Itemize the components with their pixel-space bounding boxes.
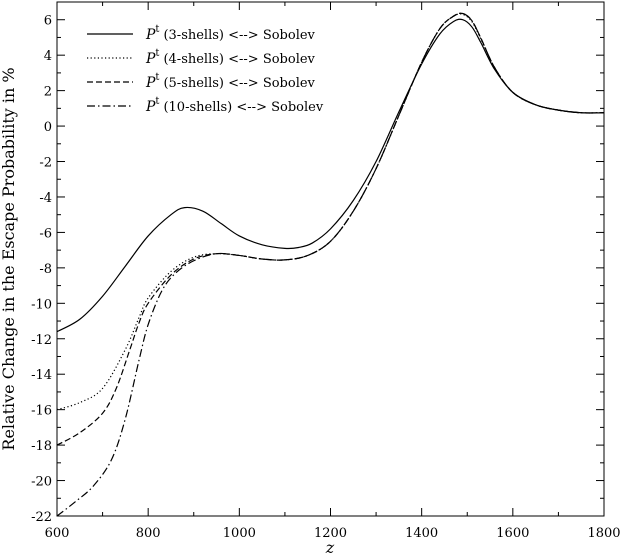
y-tick-label: -18 [31,439,52,454]
x-tick-label: 1400 [405,526,438,541]
y-tick-label: -4 [39,191,52,206]
tick-labels: 600 800 1000 1200 1400 1600 1800-22-20-18-16-1… [31,14,620,541]
legend-superscript: t [155,72,159,83]
legend-text: (5-shells) <--> Sobolev [163,76,315,91]
series-lines [57,12,604,516]
series-line-4 [57,12,604,516]
y-tick-label: 0 [44,120,52,135]
y-tick-label: 2 [44,85,52,100]
legend-superscript: t [155,48,159,59]
x-axis-title: z [325,538,335,557]
plot-frame [56,1,605,517]
series-line-1 [57,18,604,333]
x-tick-label: 1600 [496,526,529,541]
x-tick-label: 1200 [314,526,347,541]
legend-superscript: t [155,96,159,107]
y-tick-label: -14 [31,368,52,383]
y-tick-label: -10 [31,297,52,312]
y-tick-label: 6 [44,14,52,29]
legend-label-1: Pt (3-shells) <--> Sobolev [145,24,316,43]
series-line-2 [57,13,604,411]
y-axis-title: Relative Change in the Escape Probabilit… [0,67,18,450]
legend-symbol: P [145,27,156,43]
legend-label-3: Pt (5-shells) <--> Sobolev [145,72,316,91]
x-tick-label: 600 [45,526,70,541]
legend-label-4: Pt (10-shells) <--> Sobolev [145,96,324,115]
legend-symbol: P [145,99,156,115]
axis-ticks [56,2,605,517]
legend-superscript: t [155,24,159,35]
legend-text: (3-shells) <--> Sobolev [163,28,315,43]
legend-label-2: Pt (4-shells) <--> Sobolev [145,48,316,67]
legend-symbol: P [145,75,156,91]
x-tick-label: 1800 [587,526,620,541]
y-tick-label: -2 [39,156,52,171]
y-tick-label: -12 [31,333,52,348]
y-tick-label: -6 [39,226,52,241]
y-tick-label: -16 [31,404,52,419]
y-tick-label: -22 [31,510,52,525]
legend: Pt (3-shells) <--> Sobolev Pt (4-shells) <-… [87,24,324,115]
legend-text: (10-shells) <--> Sobolev [163,100,323,115]
y-tick-label: 4 [44,49,52,64]
x-tick-label: 800 [136,526,161,541]
legend-symbol: P [145,51,156,67]
y-tick-label: -20 [31,475,52,490]
legend-text: (4-shells) <--> Sobolev [163,52,315,67]
y-tick-label: -8 [39,262,52,277]
x-tick-label: 1000 [223,526,256,541]
